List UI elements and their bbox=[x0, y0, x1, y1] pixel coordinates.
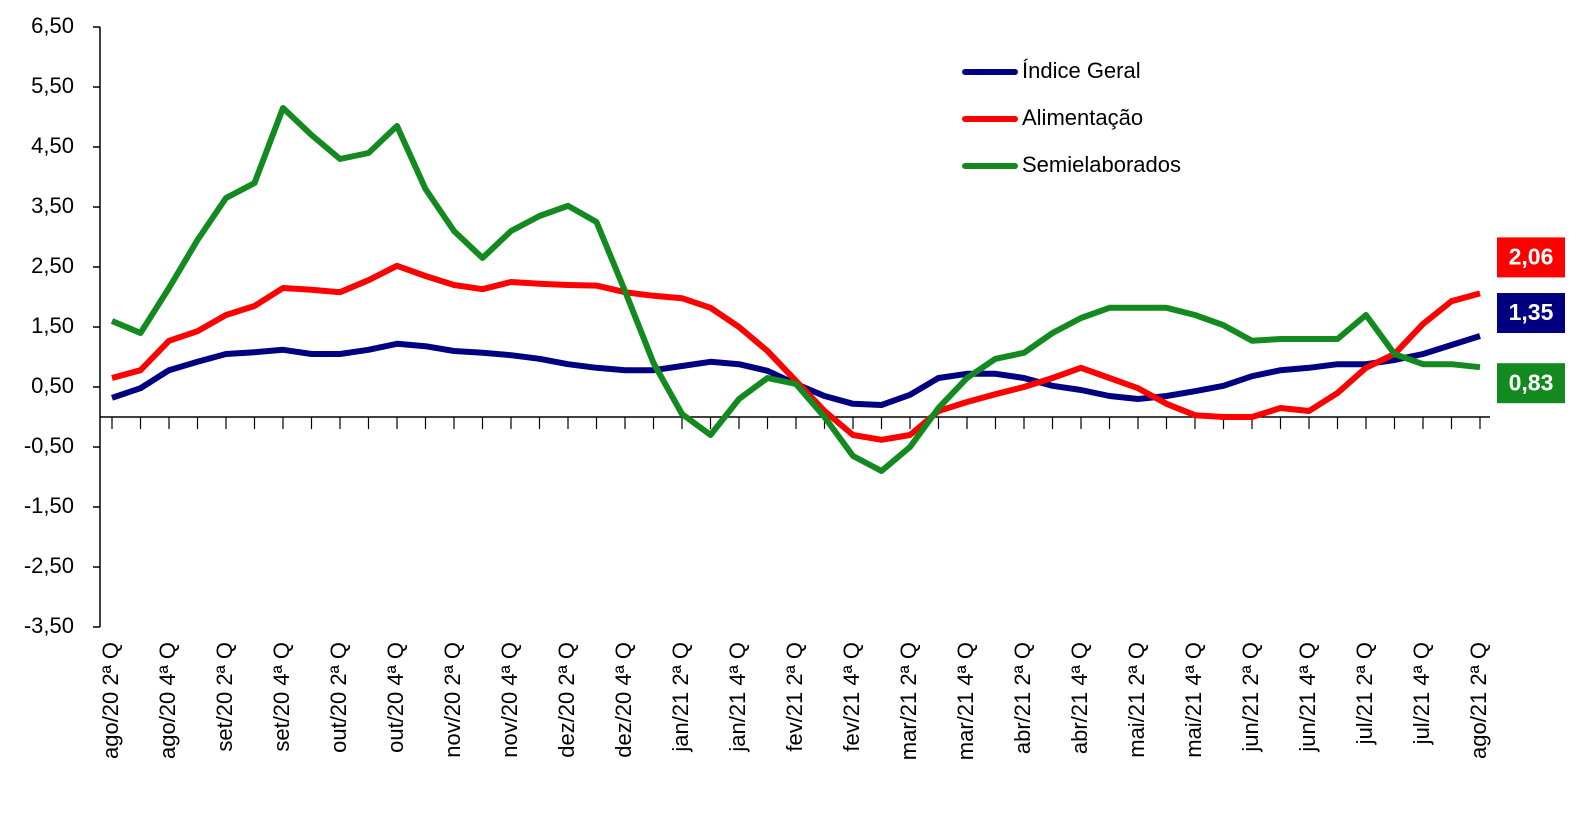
series-line bbox=[110, 105, 1481, 474]
y-tick-label: -0,50 bbox=[24, 433, 74, 458]
x-tick-label: nov/20 2ª Q bbox=[440, 642, 465, 758]
x-tick-label: fev/21 2ª Q bbox=[782, 642, 807, 752]
x-tick-label: mar/21 4ª Q bbox=[953, 642, 978, 760]
series-line bbox=[111, 333, 1481, 408]
y-tick-label: 4,50 bbox=[31, 133, 74, 158]
y-tick-label: 5,50 bbox=[31, 73, 74, 98]
y-tick-label: 2,50 bbox=[31, 253, 74, 278]
y-tick-label: -1,50 bbox=[24, 493, 74, 518]
x-tick-label: mar/21 2ª Q bbox=[896, 642, 921, 760]
x-tick-label: out/20 2ª Q bbox=[326, 642, 351, 753]
legend-label: Semielaborados bbox=[1022, 152, 1181, 177]
y-tick-label: 1,50 bbox=[31, 313, 74, 338]
x-tick-label: abr/21 4ª Q bbox=[1067, 642, 1092, 754]
x-tick-label: fev/21 4ª Q bbox=[839, 642, 864, 752]
x-tick-label: set/20 2ª Q bbox=[212, 642, 237, 752]
value-label-box bbox=[1497, 237, 1565, 278]
x-tick-label: ago/20 4ª Q bbox=[155, 642, 180, 759]
x-tick-label: jun/21 4ª Q bbox=[1295, 642, 1320, 753]
x-tick-label: ago/20 2ª Q bbox=[98, 642, 123, 759]
x-tick-label: out/20 4ª Q bbox=[383, 642, 408, 753]
x-tick-label: dez/20 4ª Q bbox=[611, 642, 636, 758]
x-tick-label: jan/21 4ª Q bbox=[725, 642, 750, 753]
y-tick-label: 3,50 bbox=[31, 193, 74, 218]
x-tick-label: jun/21 2ª Q bbox=[1238, 642, 1263, 753]
legend-label: Alimentação bbox=[1022, 105, 1143, 130]
x-tick-label: mai/21 4ª Q bbox=[1181, 642, 1206, 758]
x-tick-label: set/20 4ª Q bbox=[269, 642, 294, 752]
value-label-box bbox=[1497, 293, 1565, 333]
y-tick-label: -3,50 bbox=[24, 613, 74, 638]
x-tick-label: mai/21 2ª Q bbox=[1124, 642, 1149, 758]
y-tick-label: 0,50 bbox=[31, 373, 74, 398]
x-tick-label: jul/21 2ª Q bbox=[1352, 642, 1377, 745]
x-tick-label: ago/21 2ª Q bbox=[1466, 642, 1491, 759]
value-label: 2,06 bbox=[1509, 243, 1554, 269]
x-tick-label: nov/20 4ª Q bbox=[497, 642, 522, 758]
x-tick-label: jul/21 4ª Q bbox=[1409, 642, 1434, 745]
y-tick-label: -2,50 bbox=[24, 553, 74, 578]
value-label-box bbox=[1497, 363, 1565, 404]
y-tick-label: 6,50 bbox=[31, 13, 74, 38]
value-label: 1,35 bbox=[1509, 299, 1554, 325]
x-tick-label: dez/20 2ª Q bbox=[554, 642, 579, 758]
x-tick-label: jan/21 2ª Q bbox=[668, 642, 693, 753]
legend-label: Índice Geral bbox=[1022, 58, 1141, 83]
value-label: 0,83 bbox=[1509, 369, 1554, 395]
x-tick-label: abr/21 2ª Q bbox=[1010, 642, 1035, 754]
